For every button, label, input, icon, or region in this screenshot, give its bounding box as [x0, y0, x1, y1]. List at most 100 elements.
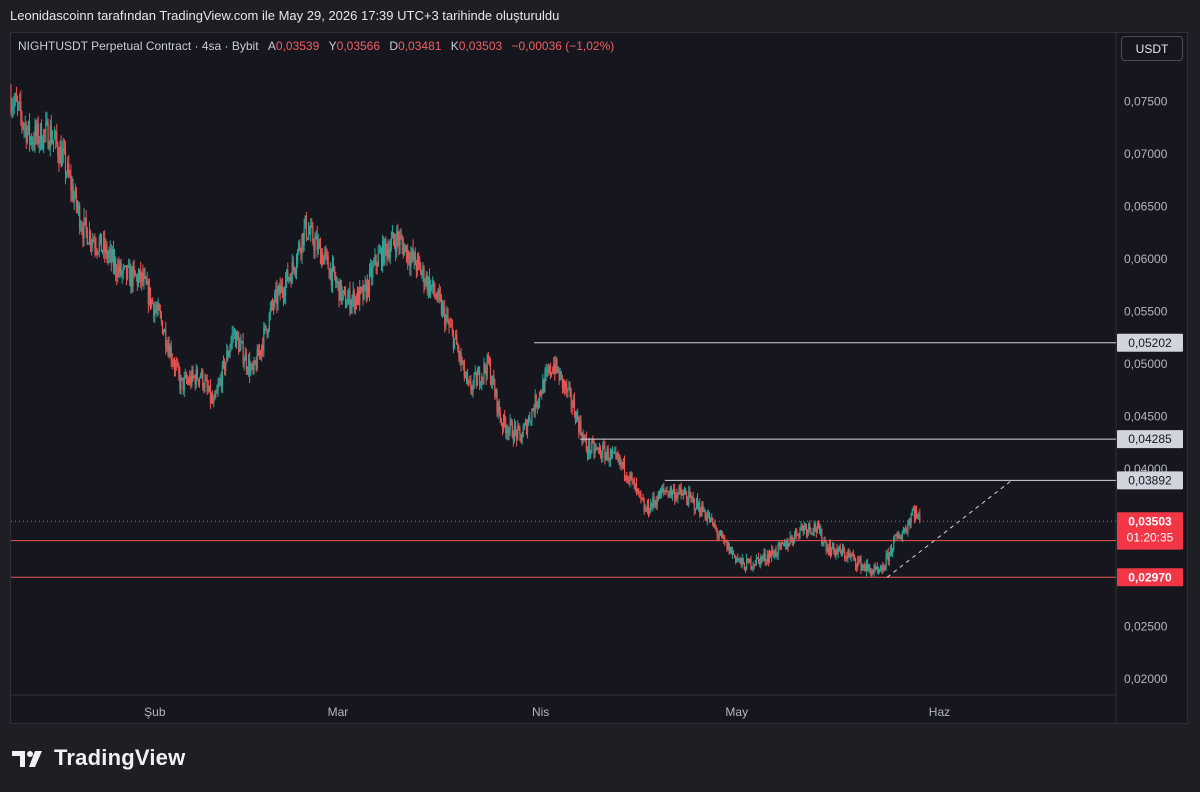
candle-body	[621, 462, 623, 467]
candle-body	[579, 421, 581, 433]
candle-body	[472, 382, 474, 391]
candle-body	[722, 533, 724, 538]
candle-body	[293, 267, 295, 272]
candle-body	[864, 568, 866, 572]
candle-body	[271, 301, 274, 306]
close-value: 0,03503	[458, 39, 503, 53]
candle-body	[174, 363, 177, 370]
candle-body	[846, 556, 848, 559]
candle-body	[412, 249, 414, 260]
candle-body	[331, 263, 334, 285]
candle-body	[552, 372, 554, 374]
candle-body	[377, 252, 379, 266]
candle-body	[11, 107, 13, 112]
candle-body	[560, 371, 562, 375]
candle-body	[337, 281, 339, 283]
candle-body	[603, 445, 605, 447]
candle-body	[359, 287, 361, 305]
candle-body	[475, 372, 477, 386]
candle-body	[346, 305, 348, 308]
candle-body	[716, 529, 718, 536]
candle-body	[538, 391, 541, 402]
candle-body	[358, 289, 360, 305]
candle-body	[899, 538, 901, 540]
candle-body	[396, 230, 398, 252]
candle-body	[192, 370, 194, 377]
candle-body	[772, 549, 774, 555]
candle-body	[542, 379, 544, 394]
candle-body	[291, 262, 293, 284]
candle-body	[829, 544, 832, 555]
candle-body	[664, 490, 666, 492]
candle-body	[439, 294, 441, 299]
candle-body	[863, 565, 865, 569]
tradingview-branding[interactable]: TradingView	[12, 745, 185, 771]
candle-body	[118, 265, 120, 272]
candle-body	[810, 528, 812, 533]
candle-body	[253, 360, 255, 371]
candle-body	[431, 284, 433, 288]
candle-body	[278, 284, 280, 291]
candle-body	[214, 393, 216, 401]
candle-body	[141, 272, 143, 282]
time-tick-label: May	[725, 705, 748, 719]
candle-body	[868, 565, 870, 568]
candle-body	[19, 101, 21, 103]
candle-body	[30, 137, 32, 141]
candle-body	[669, 487, 671, 494]
candle-body	[216, 390, 218, 394]
candle-body	[407, 250, 409, 262]
candle-body	[131, 269, 133, 287]
candle-body	[203, 387, 205, 389]
candle-body	[70, 175, 72, 191]
candle-body	[611, 452, 614, 455]
candle-body	[83, 217, 85, 239]
candle-body	[103, 239, 105, 251]
candle-body	[881, 566, 883, 570]
candle-body	[623, 459, 626, 476]
candle-body	[484, 363, 486, 371]
trendline[interactable]	[886, 480, 1012, 578]
candle-body	[581, 433, 583, 442]
candle-body	[328, 269, 330, 279]
candle-body	[339, 280, 341, 301]
candle-body	[13, 101, 15, 107]
candle-body	[378, 252, 380, 254]
candle-body	[123, 266, 125, 268]
candle-body	[364, 284, 366, 286]
candle-body	[492, 375, 494, 384]
price-tick-label: 0,04500	[1124, 410, 1168, 424]
candle-body	[401, 238, 403, 245]
candle-body	[869, 565, 871, 571]
candle-body	[154, 308, 156, 317]
candle-body	[842, 548, 845, 552]
candle-body	[395, 244, 397, 252]
candle-body	[519, 427, 521, 435]
candle-body	[226, 351, 228, 363]
candle-body	[841, 548, 844, 556]
candle-body	[208, 385, 210, 392]
candle-body	[809, 523, 811, 529]
candle-body	[626, 475, 628, 480]
symbol-legend[interactable]: NIGHTUSDT Perpetual Contract · 4sa · Byb…	[18, 39, 614, 53]
candle-body	[182, 377, 184, 390]
candle-body	[270, 301, 273, 309]
candle-body	[437, 289, 439, 300]
candle-body	[388, 249, 390, 258]
candle-body	[785, 541, 787, 549]
candle-body	[43, 130, 45, 148]
time-tick-label: Nis	[532, 705, 549, 719]
candle-body	[183, 377, 185, 390]
candle-body	[164, 329, 166, 333]
candle-body	[750, 559, 752, 569]
currency-selector-button[interactable]: USDT	[1121, 36, 1183, 61]
candle-body	[738, 559, 740, 561]
candle-body	[657, 491, 659, 501]
candle-body	[146, 280, 148, 285]
candle-body	[635, 484, 638, 490]
candle-body	[142, 272, 144, 283]
high-value: 0,03566	[336, 39, 381, 53]
candle-body	[196, 369, 198, 380]
candle-body	[105, 245, 107, 253]
